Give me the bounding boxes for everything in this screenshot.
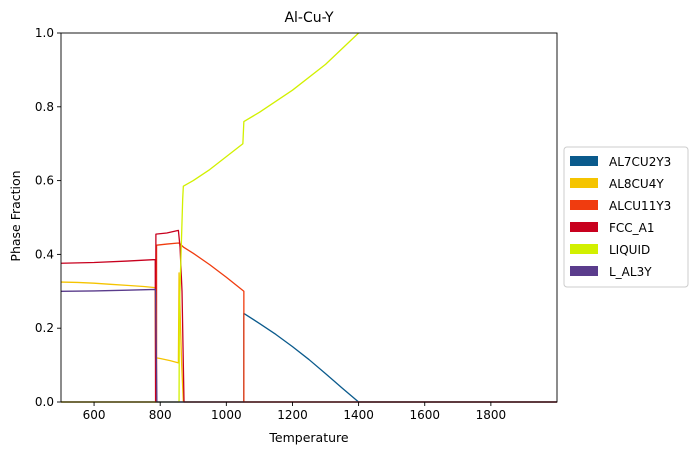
x-tick-label: 1600 <box>409 408 440 422</box>
series-line-al8cu4y <box>61 272 557 403</box>
series-line-fcc-a1 <box>61 229 557 403</box>
axes: 600 800 1000 1200 1400 1600 1800 0.0 0.2 0.4 0.6 0.… <box>35 26 558 422</box>
legend-label-fcc-a1: FCC_A1 <box>609 221 655 235</box>
x-tick-label: 600 <box>83 408 106 422</box>
y-tick-label: 0.0 <box>35 395 54 409</box>
legend-label-liquid: LIQUID <box>609 243 650 257</box>
y-tick-label: 0.4 <box>35 247 54 261</box>
x-tick-label: 800 <box>149 408 172 422</box>
x-tick-label: 1800 <box>476 408 507 422</box>
legend-label-al8cu4y: AL8CU4Y <box>609 177 664 191</box>
y-tick-label: 0.6 <box>35 174 54 188</box>
y-tick-label: 1.0 <box>35 26 54 40</box>
legend-swatch-liquid <box>570 244 598 254</box>
legend-swatch-al8cu4y <box>570 178 598 188</box>
x-tick-label: 1000 <box>211 408 242 422</box>
chart-title: Al-Cu-Y <box>284 10 334 26</box>
series-line-l-al3y <box>61 288 557 403</box>
x-tick-label: 1400 <box>343 408 374 422</box>
legend-label-alcu11y3: ALCU11Y3 <box>609 199 671 213</box>
y-tick-label: 0.2 <box>35 321 54 335</box>
legend-swatch-fcc-a1 <box>570 222 598 232</box>
series-line-liquid <box>61 32 360 403</box>
plot-frame <box>60 32 558 403</box>
legend: AL7CU2Y3 AL8CU4Y ALCU11Y3 FCC_A1 LIQUID L_AL3… <box>563 146 689 288</box>
series-line-alcu11y3 <box>61 242 557 403</box>
legend-swatch-al7cu2y3 <box>570 156 598 166</box>
legend-swatch-l-al3y <box>570 266 598 276</box>
legend-label-l-al3y: L_AL3Y <box>609 265 652 279</box>
x-tick-label: 1200 <box>277 408 308 422</box>
y-axis-label: Phase Fraction <box>8 170 23 261</box>
legend-swatch-alcu11y3 <box>570 200 598 210</box>
series-line-al7cu2y3 <box>61 312 557 403</box>
legend-label-al7cu2y3: AL7CU2Y3 <box>609 155 671 169</box>
plot-lines <box>61 32 557 403</box>
y-tick-label: 0.8 <box>35 100 54 114</box>
x-axis-label: Temperature <box>268 430 348 445</box>
